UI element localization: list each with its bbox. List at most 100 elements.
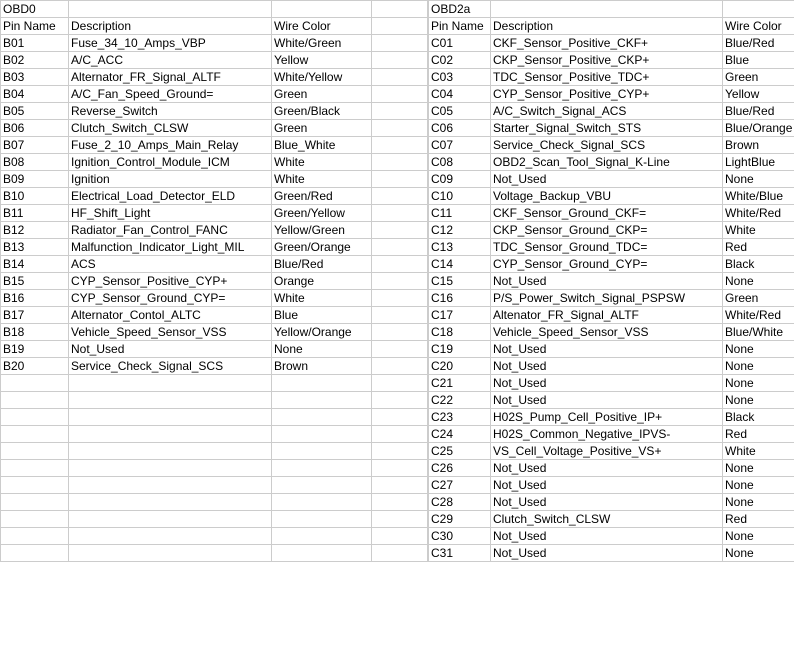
header-pin: Pin Name <box>1 18 69 35</box>
table-row: C29Clutch_Switch_CLSWRed <box>429 511 794 528</box>
wire-cell: Yellow <box>272 52 372 69</box>
table-row: C25VS_Cell_Voltage_Positive_VS+White <box>429 443 794 460</box>
table-row: C09Not_UsedNone <box>429 171 794 188</box>
cell <box>1 494 69 511</box>
cell <box>272 409 372 426</box>
desc-cell: P/S_Power_Switch_Signal_PSPSW <box>491 290 723 307</box>
pin-cell: B13 <box>1 239 69 256</box>
cell <box>372 426 428 443</box>
cell <box>1 443 69 460</box>
desc-cell: CKF_Sensor_Ground_CKF= <box>491 205 723 222</box>
wire-cell: None <box>723 528 794 545</box>
cell <box>372 18 428 35</box>
cell <box>372 188 428 205</box>
desc-cell: HF_Shift_Light <box>69 205 272 222</box>
pin-cell: B17 <box>1 307 69 324</box>
cell <box>372 1 428 18</box>
cell <box>372 341 428 358</box>
cell <box>272 1 372 18</box>
table-row: B03Alternator_FR_Signal_ALTFWhite/Yellow <box>1 69 428 86</box>
desc-cell: A/C_Fan_Speed_Ground= <box>69 86 272 103</box>
wire-cell: White <box>723 222 794 239</box>
desc-cell: OBD2_Scan_Tool_Signal_K-Line <box>491 154 723 171</box>
table-row-empty <box>1 494 428 511</box>
header-desc: Description <box>491 18 723 35</box>
table-row-empty <box>1 545 428 562</box>
pin-cell: C30 <box>429 528 491 545</box>
wire-cell: None <box>723 392 794 409</box>
desc-cell: A/C_Switch_Signal_ACS <box>491 103 723 120</box>
header-wire: Wire Color <box>723 18 794 35</box>
wire-cell: Green <box>272 86 372 103</box>
wire-cell: White <box>272 171 372 188</box>
pin-cell: C16 <box>429 290 491 307</box>
pin-cell: C26 <box>429 460 491 477</box>
header-desc: Description <box>69 18 272 35</box>
pin-cell: C04 <box>429 86 491 103</box>
wire-cell: Green/Yellow <box>272 205 372 222</box>
cell <box>372 307 428 324</box>
pin-cell: C01 <box>429 35 491 52</box>
pin-cell: B02 <box>1 52 69 69</box>
desc-cell: H02S_Pump_Cell_Positive_IP+ <box>491 409 723 426</box>
cell <box>272 545 372 562</box>
table-row: C24H02S_Common_Negative_IPVS-Red <box>429 426 794 443</box>
table-row: B15CYP_Sensor_Positive_CYP+Orange <box>1 273 428 290</box>
pin-cell: C18 <box>429 324 491 341</box>
desc-cell: Voltage_Backup_VBU <box>491 188 723 205</box>
cell <box>272 375 372 392</box>
pin-cell: C14 <box>429 256 491 273</box>
cell <box>272 511 372 528</box>
cell <box>69 528 272 545</box>
cell <box>1 528 69 545</box>
cell <box>372 35 428 52</box>
pin-cell: C20 <box>429 358 491 375</box>
cell <box>69 545 272 562</box>
right-title: OBD2a <box>429 1 491 18</box>
cell <box>272 477 372 494</box>
cell <box>372 324 428 341</box>
wire-cell: White/Blue <box>723 188 794 205</box>
desc-cell: Not_Used <box>491 494 723 511</box>
cell <box>372 477 428 494</box>
wire-cell: Green <box>723 290 794 307</box>
desc-cell: CKP_Sensor_Ground_CKP= <box>491 222 723 239</box>
cell <box>372 222 428 239</box>
cell <box>372 545 428 562</box>
table-row-empty <box>1 511 428 528</box>
cell <box>372 154 428 171</box>
pin-cell: B04 <box>1 86 69 103</box>
table-row-empty <box>1 392 428 409</box>
table-row-empty <box>1 477 428 494</box>
table-row-empty <box>1 528 428 545</box>
pin-cell: C17 <box>429 307 491 324</box>
desc-cell: Not_Used <box>69 341 272 358</box>
pin-cell: B08 <box>1 154 69 171</box>
table-row: C02CKP_Sensor_Positive_CKP+Blue <box>429 52 794 69</box>
cell <box>272 426 372 443</box>
cell <box>1 375 69 392</box>
pin-cell: C07 <box>429 137 491 154</box>
table-row-empty <box>1 426 428 443</box>
desc-cell: Fuse_34_10_Amps_VBP <box>69 35 272 52</box>
pin-cell: C06 <box>429 120 491 137</box>
desc-cell: Not_Used <box>491 171 723 188</box>
cell <box>69 443 272 460</box>
wire-cell: Green <box>723 69 794 86</box>
pin-cell: C09 <box>429 171 491 188</box>
pin-cell: C25 <box>429 443 491 460</box>
desc-cell: CKF_Sensor_Positive_CKF+ <box>491 35 723 52</box>
right-table: OBD2aPin NameDescriptionWire ColorC01CKF… <box>428 0 794 562</box>
table-row: B12Radiator_Fan_Control_FANCYellow/Green <box>1 222 428 239</box>
desc-cell: Starter_Signal_Switch_STS <box>491 120 723 137</box>
pin-cell: C03 <box>429 69 491 86</box>
desc-cell: CYP_Sensor_Ground_CYP= <box>491 256 723 273</box>
desc-cell: CYP_Sensor_Positive_CYP+ <box>69 273 272 290</box>
cell <box>372 443 428 460</box>
wire-cell: None <box>723 273 794 290</box>
cell <box>69 392 272 409</box>
desc-cell: TDC_Sensor_Ground_TDC= <box>491 239 723 256</box>
desc-cell: Reverse_Switch <box>69 103 272 120</box>
pin-cell: C19 <box>429 341 491 358</box>
cell <box>272 460 372 477</box>
